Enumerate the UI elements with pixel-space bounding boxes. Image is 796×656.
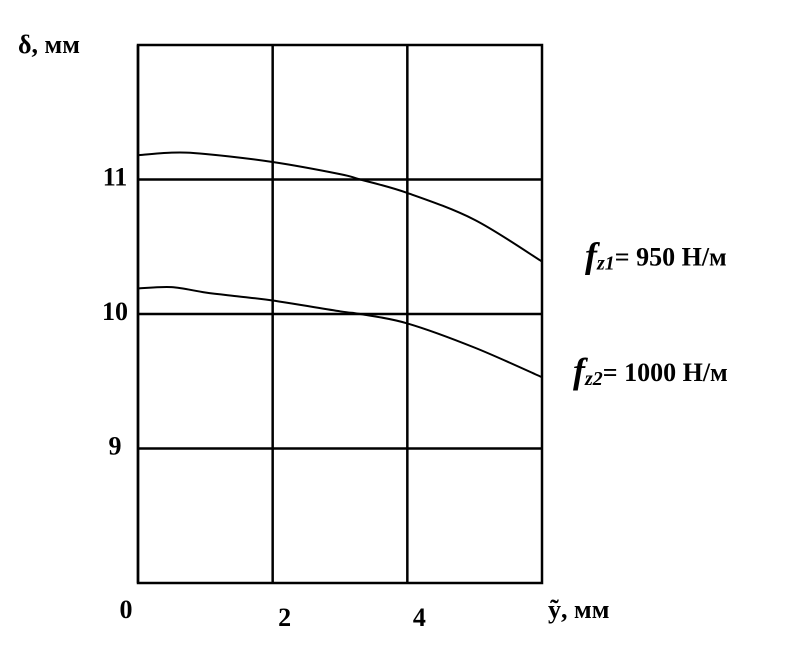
data-line xyxy=(137,285,543,379)
y-axis-label: δ, мм xyxy=(18,30,80,59)
x-tick-label: 0 xyxy=(120,595,133,624)
series-label: fz1= 950 Н/м xyxy=(585,236,727,276)
y-tick-label: 10 xyxy=(102,297,128,326)
y-tick-label: 11 xyxy=(103,162,128,191)
y-tick-label: 9 xyxy=(109,431,122,460)
x-axis-label: ỹ, мм xyxy=(548,595,609,624)
series-label: fz2= 1000 Н/м xyxy=(573,351,728,391)
x-tick-label: 2 xyxy=(278,603,291,632)
x-tick-label: 4 xyxy=(413,603,426,632)
data-line xyxy=(137,151,543,263)
